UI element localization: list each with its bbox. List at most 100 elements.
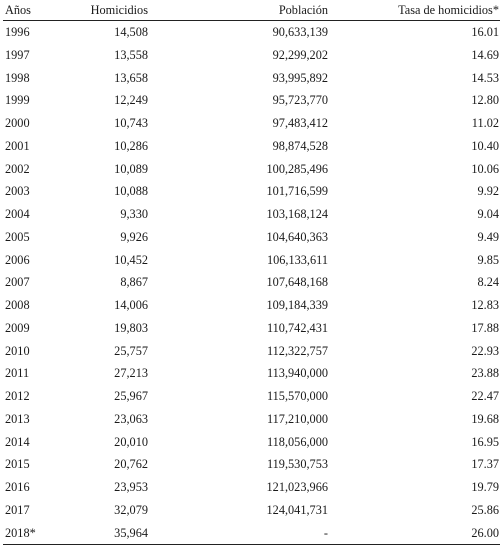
table-row: 2001 10,286 98,874,528 10.40 bbox=[3, 135, 500, 158]
cell-homicide-rate: 12.83 bbox=[471, 298, 499, 313]
table-row: 2005 9,926 104,640,363 9.49 bbox=[3, 226, 500, 249]
cell-homicide-rate: 10.06 bbox=[471, 161, 499, 176]
cell-homicide-rate: 14.53 bbox=[471, 70, 499, 85]
table-header: Años Homicidios Población Tasa de homici… bbox=[3, 1, 500, 21]
cell-year: 2011 bbox=[5, 366, 30, 381]
cell-year: 2018* bbox=[3, 521, 51, 545]
table-row: 2000 10,743 97,483,412 11.02 bbox=[3, 112, 500, 135]
cell-population: 115,570,000 bbox=[266, 389, 328, 404]
cell-year: 1998 bbox=[5, 70, 30, 85]
cell-population: 118,056,000 bbox=[266, 434, 328, 449]
table-row: 2007 8,867 107,648,168 8.24 bbox=[3, 271, 500, 294]
cell-homicides: 20,010 bbox=[114, 434, 148, 449]
cell-population: 90,633,139 bbox=[272, 25, 328, 40]
cell-homicide-rate: 19.68 bbox=[471, 411, 499, 426]
cell-homicides: 14,508 bbox=[114, 25, 148, 40]
table-row: 2010 25,757 112,322,757 22.93 bbox=[3, 340, 500, 363]
cell-year: 2006 bbox=[5, 252, 30, 267]
cell-homicides: 13,658 bbox=[114, 70, 148, 85]
cell-year: 2004 bbox=[5, 207, 30, 222]
cell-population: 97,483,412 bbox=[272, 116, 328, 131]
cell-homicides: 25,757 bbox=[114, 343, 148, 358]
cell-population: 113,940,000 bbox=[266, 366, 328, 381]
cell-year: 2005 bbox=[5, 229, 30, 244]
cell-population: 95,723,770 bbox=[272, 93, 328, 108]
cell-homicide-rate: 10.40 bbox=[471, 138, 499, 153]
cell-homicide-rate: 22.93 bbox=[471, 343, 499, 358]
cell-year: 2000 bbox=[5, 116, 30, 131]
cell-population: 109,184,339 bbox=[266, 298, 328, 313]
cell-year: 1999 bbox=[5, 93, 30, 108]
cell-homicides: 12,249 bbox=[114, 93, 148, 108]
cell-year: 2013 bbox=[5, 411, 30, 426]
cell-population: 103,168,124 bbox=[266, 207, 328, 222]
cell-homicides: 9,926 bbox=[120, 229, 148, 244]
cell-homicide-rate: 17.88 bbox=[471, 320, 499, 335]
table-row: 2014 20,010 118,056,000 16.95 bbox=[3, 431, 500, 454]
cell-homicides: 19,803 bbox=[114, 320, 148, 335]
cell-homicide-rate: 14.69 bbox=[471, 47, 499, 62]
header-years: Años bbox=[3, 1, 51, 21]
cell-population: 104,640,363 bbox=[266, 229, 328, 244]
cell-year: 2001 bbox=[5, 138, 30, 153]
cell-homicide-rate: 16.01 bbox=[471, 25, 499, 40]
cell-homicides: 8,867 bbox=[120, 275, 148, 290]
table-row: 2016 23,953 121,023,966 19.79 bbox=[3, 476, 500, 499]
homicide-table: Años Homicidios Población Tasa de homici… bbox=[3, 1, 500, 545]
cell-homicide-rate: 26.00 bbox=[329, 521, 500, 545]
page: Años Homicidios Población Tasa de homici… bbox=[3, 1, 500, 545]
cell-year: 2017 bbox=[5, 502, 30, 517]
table-row: 1996 14,508 90,633,139 16.01 bbox=[3, 21, 500, 44]
cell-homicides: 10,286 bbox=[114, 138, 148, 153]
cell-year: 2007 bbox=[5, 275, 30, 290]
cell-homicides: 25,967 bbox=[114, 389, 148, 404]
cell-homicides: 32,079 bbox=[114, 502, 148, 517]
cell-homicide-rate: 25.86 bbox=[471, 502, 499, 517]
cell-homicide-rate: 23.88 bbox=[471, 366, 499, 381]
cell-year: 2015 bbox=[5, 457, 30, 472]
cell-year: 2010 bbox=[5, 343, 30, 358]
cell-homicide-rate: 9.92 bbox=[477, 184, 499, 199]
cell-population: 98,874,528 bbox=[272, 138, 328, 153]
cell-homicide-rate: 8.24 bbox=[477, 275, 499, 290]
table-row: 1998 13,658 93,995,892 14.53 bbox=[3, 67, 500, 90]
cell-homicides: 10,089 bbox=[114, 161, 148, 176]
cell-population: - bbox=[149, 521, 329, 545]
cell-year: 2003 bbox=[5, 184, 30, 199]
cell-year: 2016 bbox=[5, 480, 30, 495]
table-body: 1996 14,508 90,633,139 16.01 1997 13,558 92,29… bbox=[3, 21, 500, 545]
table-row: 2009 19,803 110,742,431 17.88 bbox=[3, 317, 500, 340]
cell-population: 106,133,611 bbox=[266, 252, 328, 267]
cell-population: 101,716,599 bbox=[266, 184, 328, 199]
cell-homicides: 10,743 bbox=[114, 116, 148, 131]
cell-year: 2002 bbox=[5, 161, 30, 176]
cell-homicides: 35,964 bbox=[51, 521, 149, 545]
cell-homicides: 27,213 bbox=[114, 366, 148, 381]
table-row: 2006 10,452 106,133,611 9.85 bbox=[3, 249, 500, 272]
header-population: Población bbox=[149, 1, 329, 21]
cell-population: 100,285,496 bbox=[266, 161, 328, 176]
table-row: 2004 9,330 103,168,124 9.04 bbox=[3, 203, 500, 226]
table-row: 1999 12,249 95,723,770 12.80 bbox=[3, 89, 500, 112]
table-row: 2018* 35,964-26.00 bbox=[3, 521, 500, 545]
cell-year: 1997 bbox=[5, 47, 30, 62]
cell-homicide-rate: 22.47 bbox=[471, 389, 499, 404]
cell-year: 2012 bbox=[5, 389, 30, 404]
cell-homicides: 23,063 bbox=[114, 411, 148, 426]
cell-homicide-rate: 9.85 bbox=[477, 252, 499, 267]
cell-homicides: 10,088 bbox=[114, 184, 148, 199]
cell-homicides: 14,006 bbox=[114, 298, 148, 313]
header-row: Años Homicidios Población Tasa de homici… bbox=[3, 1, 500, 21]
cell-homicide-rate: 17.37 bbox=[471, 457, 499, 472]
cell-population: 121,023,966 bbox=[266, 480, 328, 495]
cell-homicides: 10,452 bbox=[114, 252, 148, 267]
cell-population: 93,995,892 bbox=[272, 70, 328, 85]
cell-population: 92,299,202 bbox=[272, 47, 328, 62]
cell-homicide-rate: 16.95 bbox=[471, 434, 499, 449]
table-row: 1997 13,558 92,299,202 14.69 bbox=[3, 44, 500, 67]
table-row: 2008 14,006 109,184,339 12.83 bbox=[3, 294, 500, 317]
cell-population: 110,742,431 bbox=[266, 320, 328, 335]
header-homicide-rate: Tasa de homicidios* bbox=[329, 1, 500, 21]
cell-homicide-rate: 9.49 bbox=[477, 229, 499, 244]
cell-population: 119,530,753 bbox=[266, 457, 328, 472]
